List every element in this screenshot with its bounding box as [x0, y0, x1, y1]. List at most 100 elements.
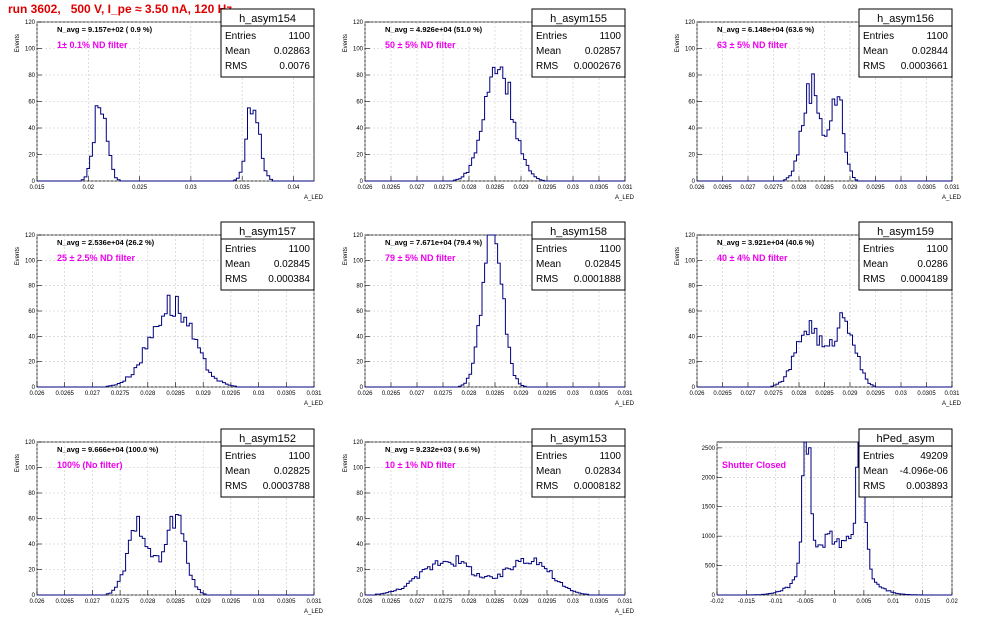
filter-label: 10 ± 1% ND filter [385, 460, 456, 470]
histogram-panel-h_asym156: 0.026 0.0265 0.027 0.0275 0.028 0.0285 0.029 0.… [675, 8, 962, 201]
y-tick-label: 100 [25, 466, 36, 472]
x-tick-label: 0.0275 [764, 185, 783, 191]
x-axis-label: A_LED [304, 401, 324, 407]
y-tick-label: 100 [685, 47, 696, 53]
x-tick-label: 0.031 [306, 599, 322, 605]
histogram-name: hPed_asym [876, 433, 934, 445]
x-tick-label: 0.0295 [222, 599, 241, 605]
stats-box [220, 8, 315, 78]
histogram-name: h_asym159 [877, 226, 934, 238]
stats-value: 0.0008182 [574, 481, 622, 492]
x-tick-label: 0.026 [357, 599, 373, 605]
stats-box [858, 221, 953, 291]
stats-value: 0.0286 [917, 259, 948, 270]
x-tick-label: 0.0285 [486, 185, 505, 191]
y-tick-label: 2500 [702, 446, 716, 452]
x-tick-label: 0.0305 [590, 599, 609, 605]
histogram-line [697, 73, 952, 182]
filter-label: 63 ± 5% ND filter [717, 40, 788, 50]
x-tick-label: 0.0295 [866, 185, 885, 191]
stats-value: 0.0002676 [574, 61, 622, 72]
y-tick-label: 60 [28, 517, 35, 523]
x-tick-label: 0.027 [409, 599, 425, 605]
x-tick-label: 0.0265 [56, 391, 75, 397]
histogram-name: h_asym157 [239, 226, 296, 238]
y-tick-label: 80 [28, 284, 35, 290]
y-tick-label: 80 [28, 73, 35, 79]
stats-label: Mean [863, 46, 888, 57]
x-tick-label: 0.0265 [382, 599, 401, 605]
x-tick-label: 0.0275 [434, 391, 453, 397]
stats-label: RMS [536, 61, 559, 72]
stats-label: Entries [536, 244, 567, 255]
histogram-panel-h_asym152: 0.026 0.0265 0.027 0.0275 0.028 0.0285 0.029 0.… [15, 428, 324, 615]
y-tick-label: 40 [28, 126, 35, 132]
x-tick-label: 0.031 [617, 599, 633, 605]
y-tick-label: 100 [353, 258, 364, 264]
y-tick-label: 120 [353, 233, 364, 239]
stats-value: 0.0004189 [901, 274, 949, 285]
y-tick-label: 0 [360, 593, 364, 599]
histogram-panel-h_asym159: 0.026 0.0265 0.027 0.0275 0.028 0.0285 0.029 0.… [675, 221, 962, 407]
x-tick-label: 0.0295 [538, 599, 557, 605]
stats-box [858, 428, 953, 498]
stats-label: Mean [536, 46, 561, 57]
y-tick-label: 0 [712, 593, 716, 599]
stats-label: Entries [863, 451, 894, 462]
x-tick-label: 0.03 [253, 391, 265, 397]
histogram-line [37, 294, 314, 388]
stats-label: RMS [225, 481, 248, 492]
y-tick-label: 60 [356, 517, 363, 523]
y-tick-label: 500 [705, 564, 716, 570]
x-tick-label: 0.015 [29, 185, 45, 191]
y-tick-label: 20 [28, 568, 35, 574]
stats-label: RMS [863, 61, 886, 72]
stats-label: Mean [863, 259, 888, 270]
navg-label: N_avg = 9.666e+04 (100.0 %) [57, 445, 159, 454]
x-axis-label: A_LED [942, 195, 962, 201]
y-tick-label: 60 [688, 100, 695, 106]
y-tick-label: 120 [25, 440, 36, 446]
y-tick-label: 1500 [702, 505, 716, 511]
x-tick-label: 0.03 [567, 391, 579, 397]
y-tick-label: 20 [356, 568, 363, 574]
x-tick-label: 0.026 [689, 391, 705, 397]
stats-value: -4.096e-06 [900, 466, 949, 477]
x-tick-label: 0.03 [895, 185, 907, 191]
stats-value: 1100 [599, 31, 621, 42]
navg-label: N_avg = 9.232e+03 ( 9.6 %) [385, 445, 481, 454]
x-axis-label: A_LED [615, 401, 635, 407]
y-tick-label: 40 [688, 334, 695, 340]
y-tick-label: 2000 [702, 475, 716, 481]
stats-value: 0.003893 [906, 481, 948, 492]
y-tick-label: 120 [685, 233, 696, 239]
filter-label: 100% (No filter) [57, 460, 123, 470]
x-tick-label: 0.029 [842, 185, 858, 191]
x-tick-label: 0.026 [29, 599, 45, 605]
stats-value: 0.02857 [585, 46, 622, 57]
stats-value: 0.02863 [274, 46, 311, 57]
histogram-name: h_asym156 [877, 13, 934, 25]
x-tick-label: 0.025 [132, 185, 148, 191]
histogram-name: h_asym154 [239, 13, 296, 25]
x-tick-label: -0.005 [797, 599, 815, 605]
x-tick-label: 0.005 [856, 599, 872, 605]
y-tick-label: 120 [353, 20, 364, 26]
stats-value: 0.02834 [585, 466, 622, 477]
y-tick-label: 40 [356, 542, 363, 548]
y-tick-label: 20 [356, 153, 363, 159]
x-tick-label: 0.0275 [111, 391, 130, 397]
navg-label: N_avg = 2.536e+04 (26.2 %) [57, 238, 155, 247]
histogram-line [697, 312, 952, 388]
y-tick-label: 60 [356, 100, 363, 106]
stats-value: 0.02845 [585, 259, 622, 270]
x-tick-label: 0.015 [915, 599, 931, 605]
y-tick-label: 0 [692, 179, 696, 185]
stats-box [531, 8, 626, 78]
y-tick-label: 40 [28, 334, 35, 340]
y-tick-label: 40 [28, 542, 35, 548]
x-tick-label: 0.028 [461, 185, 477, 191]
x-tick-label: 0.028 [461, 391, 477, 397]
x-axis-label: A_LED [304, 609, 324, 615]
x-tick-label: 0.027 [740, 391, 756, 397]
